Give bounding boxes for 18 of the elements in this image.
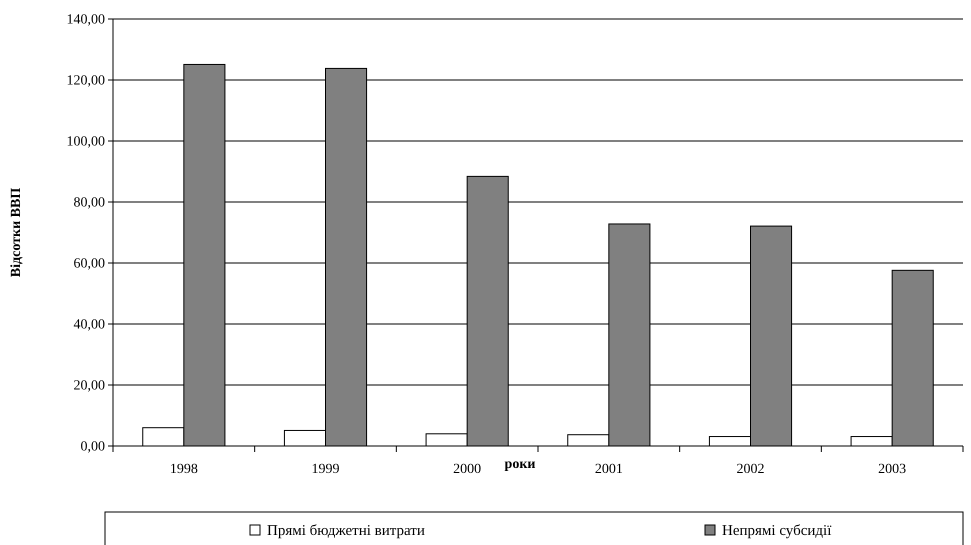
x-tick-label: 2003: [878, 462, 906, 477]
y-tick-label: 0,00: [80, 439, 105, 454]
x-tick-label: 2001: [594, 462, 623, 477]
y-tick-label: 140,00: [66, 12, 105, 28]
x-tick-label: 1999: [312, 462, 340, 477]
x-tick-label: 2000: [453, 462, 482, 477]
legend-label: Прямі бюджетні витрати: [267, 523, 425, 539]
y-tick-label: 20,00: [74, 378, 105, 394]
x-axis-title: роки: [504, 457, 536, 472]
y-tick-label: 40,00: [74, 317, 105, 332]
y-tick-label: 120,00: [66, 73, 105, 88]
y-tick-label: 100,00: [66, 134, 105, 150]
y-tick-label: 60,00: [74, 256, 105, 272]
x-tick-label: 2002: [736, 462, 764, 477]
y-axis-title: Відсотки ВВП: [9, 188, 24, 278]
y-tick-label: 80,00: [74, 195, 105, 210]
x-tick-label: 1998: [170, 462, 198, 477]
legend-label: Непрямі субсидії: [722, 523, 832, 539]
